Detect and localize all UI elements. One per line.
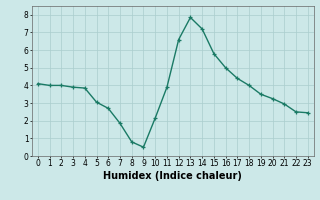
X-axis label: Humidex (Indice chaleur): Humidex (Indice chaleur)	[103, 171, 242, 181]
